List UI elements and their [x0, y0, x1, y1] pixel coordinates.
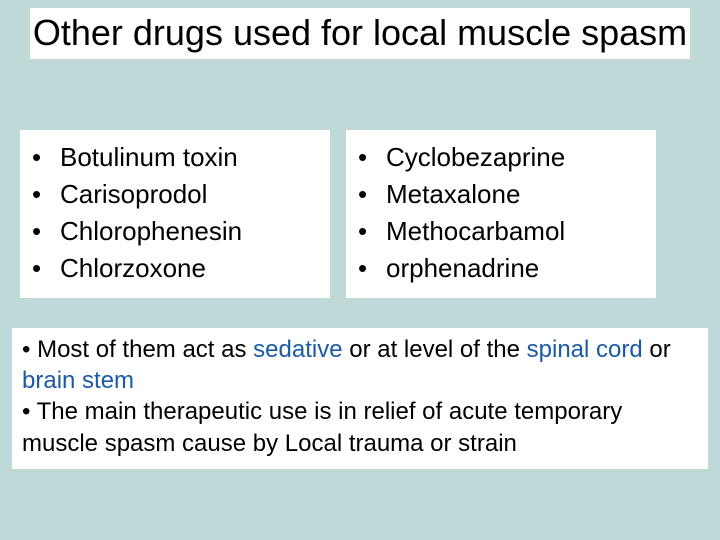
note-text: or [643, 336, 671, 363]
note-text: or at level of the [343, 336, 527, 363]
bullet-icon: • [32, 140, 60, 175]
list-item-label: orphenadrine [386, 251, 539, 286]
list-item-label: Chlorzoxone [60, 251, 206, 286]
note-highlight: sedative [253, 336, 342, 363]
right-column: • Cyclobezaprine • Metaxalone • Methocar… [346, 130, 656, 298]
note-text: • Most of them act as [22, 336, 253, 363]
list-item-label: Cyclobezaprine [386, 140, 565, 175]
list-item: • Cyclobezaprine [358, 140, 644, 175]
list-item: • orphenadrine [358, 251, 644, 286]
note-highlight: spinal cord [527, 336, 643, 363]
list-item: • Botulinum toxin [32, 140, 318, 175]
bullet-icon: • [32, 251, 60, 286]
two-column-lists: • Botulinum toxin • Carisoprodol • Chlor… [20, 130, 700, 298]
left-column: • Botulinum toxin • Carisoprodol • Chlor… [20, 130, 330, 298]
list-item-label: Botulinum toxin [60, 140, 238, 175]
list-item: • Chlorzoxone [32, 251, 318, 286]
note-line-1: • Most of them act as sedative or at lev… [22, 334, 698, 396]
notes-panel: • Most of them act as sedative or at lev… [12, 328, 708, 469]
note-highlight: brain stem [22, 367, 134, 394]
slide-title: Other drugs used for local muscle spasm [30, 12, 690, 53]
list-item: • Metaxalone [358, 177, 644, 212]
bullet-icon: • [358, 140, 386, 175]
bullet-icon: • [358, 214, 386, 249]
bullet-icon: • [358, 251, 386, 286]
list-item: • Methocarbamol [358, 214, 644, 249]
title-panel: Other drugs used for local muscle spasm [30, 8, 690, 59]
note-line-2: • The main therapeutic use is in relief … [22, 396, 698, 458]
list-item-label: Methocarbamol [386, 214, 565, 249]
bullet-icon: • [358, 177, 386, 212]
list-item-label: Chlorophenesin [60, 214, 242, 249]
list-item: • Carisoprodol [32, 177, 318, 212]
list-item: • Chlorophenesin [32, 214, 318, 249]
list-item-label: Carisoprodol [60, 177, 207, 212]
bullet-icon: • [32, 214, 60, 249]
bullet-icon: • [32, 177, 60, 212]
list-item-label: Metaxalone [386, 177, 520, 212]
